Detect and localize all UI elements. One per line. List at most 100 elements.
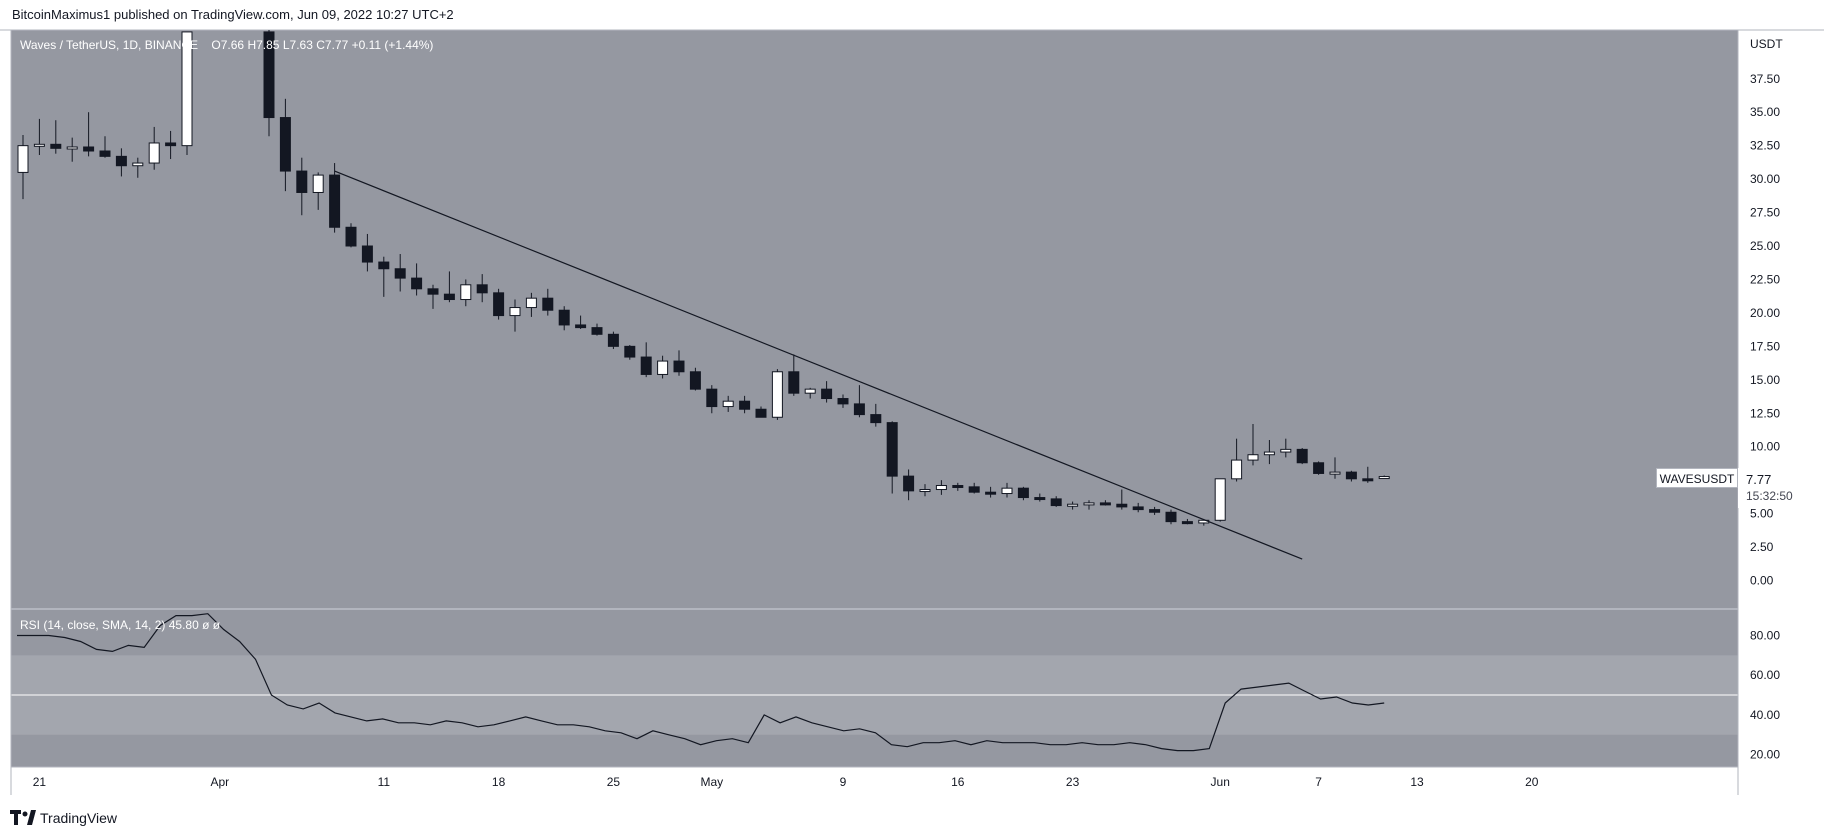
price-axis-tick: 20.00 [1750, 306, 1780, 320]
price-axis-tick: 10.00 [1750, 440, 1780, 454]
legend-high-label: H [247, 38, 257, 52]
candle-bear [1345, 471, 1357, 480]
legend-symbol[interactable]: Waves / TetherUS, 1D, BINANCE [20, 38, 199, 52]
candle-bear [427, 288, 439, 295]
candle-bull [1263, 451, 1275, 456]
rsi-legend: RSI (14, close, SMA, 14, 2) 45.80 ø ø [20, 618, 220, 632]
candle-bear [394, 268, 406, 279]
candle-bear [83, 146, 95, 152]
candle-bear [853, 403, 865, 416]
legend-open: 7.66 [220, 38, 245, 52]
candle-bear [575, 324, 587, 329]
candle-bull [919, 489, 931, 493]
price-axis-tick: 15.00 [1750, 373, 1780, 387]
time-axis-label: 21 [33, 775, 47, 789]
candle-bull [1329, 471, 1341, 475]
candle-bear [968, 486, 980, 493]
candle-bear [115, 155, 127, 167]
rsi-legend-extra-2: ø [212, 618, 221, 632]
time-axis-label: Apr [210, 775, 229, 789]
candle-bear [1296, 448, 1308, 464]
footer-brand: TradingView [40, 810, 118, 826]
candle-bear [952, 485, 964, 489]
time-axis-label: 16 [951, 775, 965, 789]
candle-bear [706, 388, 718, 408]
price-axis-tick: 32.50 [1750, 139, 1780, 153]
time-axis-label: 11 [378, 775, 391, 789]
candle-bull [509, 307, 521, 317]
price-axis-tick: 25.00 [1750, 239, 1780, 253]
candle-bull [66, 146, 78, 150]
candle-bear [1313, 462, 1325, 474]
last-price-value: 7.77 [1746, 472, 1772, 487]
price-axis-tick: 2.50 [1750, 540, 1774, 554]
chart-canvas[interactable]: USDT 37.50 35.00 32.50 30.00 27.50 25.00 22.50 2… [0, 0, 1824, 800]
price-axis-currency: USDT [1750, 37, 1783, 51]
candle-bear [739, 400, 751, 410]
candle-bear [1149, 509, 1161, 513]
price-axis-tick: 27.50 [1750, 206, 1780, 220]
candle-bear [165, 142, 177, 147]
candle-bull [935, 485, 947, 491]
candle-bear [443, 293, 455, 301]
price-axis-tick: 17.50 [1750, 339, 1780, 353]
candle-bear [99, 150, 111, 157]
candle-bear [870, 414, 882, 424]
candle-bear [1017, 487, 1029, 499]
candle-bear [1132, 506, 1144, 511]
last-price-tag: 7.77 15:32:50 [1738, 468, 1806, 508]
time-axis-label: 13 [1410, 775, 1424, 789]
candle-bear [378, 261, 390, 270]
candle-bear [1050, 498, 1062, 507]
candle-bull [525, 297, 537, 309]
price-axis-tick: 37.50 [1750, 72, 1780, 86]
time-axis-label: 23 [1066, 775, 1080, 789]
candle-bull [771, 371, 783, 418]
candle-bear [837, 398, 849, 405]
time-axis-label: 20 [1525, 775, 1539, 789]
publisher-text: BitcoinMaximus1 published on TradingView… [12, 7, 454, 22]
time-axis-label: 7 [1315, 775, 1322, 789]
candle-bear [1181, 521, 1193, 525]
candle-bull [1083, 502, 1095, 506]
candle-bear [985, 491, 997, 495]
symbol-price-label: WAVESUSDT [1656, 468, 1738, 488]
candle-bear [296, 170, 308, 193]
candle-bear [903, 475, 915, 492]
legend-high: 7.85 [256, 38, 280, 52]
time-axis-label: May [700, 775, 723, 789]
candle-bull [181, 31, 193, 147]
rsi-legend-text[interactable]: RSI (14, close, SMA, 14, 2) [20, 618, 166, 632]
candle-bull [33, 143, 45, 147]
candle-bull [1001, 487, 1013, 495]
candle-bear [542, 297, 554, 311]
time-axis-label: 25 [607, 775, 621, 789]
time-axis-label: Jun [1211, 775, 1230, 789]
price-axis-tick: 0.00 [1750, 574, 1774, 588]
candle-bear [689, 371, 701, 390]
symbol-legend: Waves / TetherUS, 1D, BINANCE O7.66 H7.8… [20, 38, 433, 52]
candle-bear [476, 284, 488, 294]
candle-bear [279, 117, 291, 172]
footer: TradingView [0, 800, 1824, 836]
candle-bear [673, 360, 685, 373]
candle-bear [624, 345, 636, 358]
candle-bear [788, 371, 800, 394]
legend-change: +0.11 (+1.44%) [351, 38, 434, 52]
candle-bull [312, 174, 324, 193]
candle-bear [755, 408, 767, 418]
price-axis-tick: 12.50 [1750, 406, 1780, 420]
price-pane[interactable] [11, 30, 1738, 608]
candle-bear [1362, 478, 1374, 482]
legend-close-label: C [316, 38, 325, 52]
candle-bear [329, 174, 341, 228]
candle-bear [1116, 503, 1128, 508]
rsi-legend-value: 45.80 [168, 618, 199, 632]
candle-bull [1067, 503, 1079, 507]
time-axis-label: 9 [840, 775, 847, 789]
candle-bear [607, 333, 619, 347]
candle-bear [1034, 497, 1046, 501]
candle-bull [148, 142, 160, 164]
price-axis-tick: 22.50 [1750, 272, 1780, 286]
descending-trendline[interactable] [334, 170, 1303, 560]
